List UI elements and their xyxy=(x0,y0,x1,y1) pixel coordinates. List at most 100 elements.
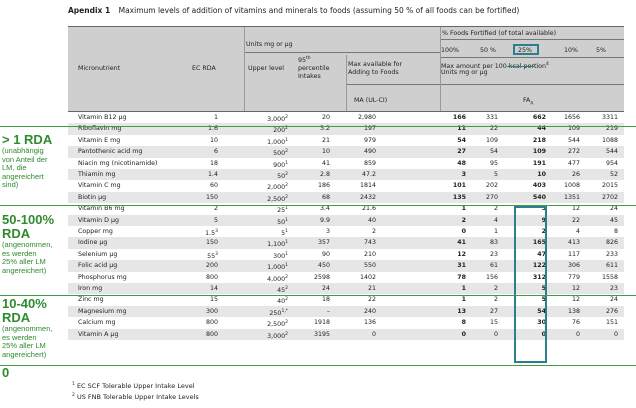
cell-rda: 60 xyxy=(209,182,218,190)
highlight-underline xyxy=(507,66,535,67)
cell-f50: 270 xyxy=(485,193,498,201)
cell-f10: 12 xyxy=(571,296,580,304)
cell-f5: 24 xyxy=(609,296,618,304)
cell-f10: 544 xyxy=(567,136,580,144)
table-row: Selenium µg 553 3001 90 210 12 23 47 117 233 xyxy=(68,249,624,260)
cell-ma: 979 xyxy=(363,136,376,144)
cell-f5: 1088 xyxy=(601,136,618,144)
cell-ma: 21 xyxy=(367,285,376,292)
appendix-label: Apendix 1 xyxy=(68,6,111,15)
cell-f50: 202 xyxy=(485,182,498,190)
cell-f50: 109 xyxy=(485,136,498,144)
cell-p95: 186 xyxy=(317,182,330,190)
cell-ul: 502 xyxy=(277,172,288,181)
cell-rda: 14 xyxy=(209,285,218,292)
cell-f100: 13 xyxy=(457,307,466,315)
divider-line-4 xyxy=(0,365,636,366)
cell-rda: 1.53 xyxy=(205,229,218,238)
cell-ul: 3001 xyxy=(273,251,288,260)
table-row: Magnesium mg 300 2501,* – 240 13 27 54 138 276 xyxy=(68,305,624,318)
header-pct-5: 5% xyxy=(596,47,606,54)
cell-ma: 1814 xyxy=(359,182,376,190)
table-row: Vitamin C mg 60 2,0002 186 1814 101 202 403 1008… xyxy=(68,180,624,191)
cell-f10: 76 xyxy=(571,319,580,327)
cell-f50: 61 xyxy=(489,262,498,270)
cell-rda: 150 xyxy=(205,239,218,247)
cell-f5: 276 xyxy=(605,307,618,315)
cell-rda: 1.6 xyxy=(207,125,218,133)
cell-f50: 22 xyxy=(489,125,498,133)
table-row: Copper mg 1.53 51 3 2 0 1 2 4 8 xyxy=(68,226,624,237)
cell-f10: 138 xyxy=(567,307,580,315)
cell-p95: 3.2 xyxy=(319,125,330,133)
cell-f50: 83 xyxy=(489,239,498,247)
cell-rda: 800 xyxy=(205,330,218,338)
cell-f10: 0 xyxy=(575,330,580,338)
cell-name: Iodine µg xyxy=(78,239,108,247)
divider-line-1 xyxy=(0,126,636,127)
cell-ul: 501 xyxy=(277,217,288,226)
cell-ma: 240 xyxy=(363,307,376,315)
cell-f10: 1008 xyxy=(563,182,580,190)
cell-rda: 15 xyxy=(209,296,218,304)
header-pct-25: 25% xyxy=(518,47,532,54)
cell-f10: 22 xyxy=(571,216,580,224)
cell-ma: 40 xyxy=(367,216,376,224)
cell-name: Vitamin A µg xyxy=(78,330,119,338)
table-row: Niacin mg (nicotinamide) 18 9001 41 859 48 95 1… xyxy=(68,158,624,169)
table-row: Zinc mg 15 402 18 22 1 2 5 12 24 xyxy=(68,294,624,305)
cell-f5: 954 xyxy=(605,159,618,167)
cell-rda: 5 xyxy=(213,216,218,224)
cell-p95: 10 xyxy=(321,148,330,156)
cell-f50: 23 xyxy=(489,250,498,258)
header-fa: FAA xyxy=(523,97,534,107)
cell-ul: 4,0002 xyxy=(267,274,288,283)
appendix-title: Apendix 1 Maximum levels of addition of … xyxy=(68,6,519,15)
cell-ul: 3,0002 xyxy=(267,331,288,340)
cell-name: Iron mg xyxy=(78,285,103,292)
cell-f50: 5 xyxy=(493,171,498,178)
cell-f25: 5 xyxy=(541,296,546,304)
cell-ma: 743 xyxy=(363,239,376,247)
cell-ma: 136 xyxy=(363,319,376,327)
cell-ul: 1,0001 xyxy=(267,137,288,146)
cell-f50: 2 xyxy=(493,285,498,292)
cell-ma: 2 xyxy=(371,228,376,235)
appendix-caption: Maximum levels of addition of vitamins a… xyxy=(118,6,520,15)
cell-f25: 10 xyxy=(537,171,546,178)
cell-p95: 1918 xyxy=(313,319,330,327)
cell-f25: 540 xyxy=(532,193,546,201)
cell-name: Vitamin B12 µg xyxy=(78,114,127,121)
cell-ul: 2,0002 xyxy=(267,183,288,192)
cell-rda: 6 xyxy=(213,148,218,156)
cell-f100: 8 xyxy=(461,319,466,327)
cell-f10: 12 xyxy=(571,285,580,292)
cell-ul: 3,0002 xyxy=(267,115,288,124)
cell-p95: 450 xyxy=(317,262,330,270)
cell-name: Copper mg xyxy=(78,228,113,235)
cell-ma: 47.2 xyxy=(361,171,376,178)
header-pct-10: 10% xyxy=(564,47,578,54)
cell-f5: 23 xyxy=(609,285,618,292)
side-label-above-rda: > 1 RDA (unabhängig von Anteil der LM, d… xyxy=(2,132,53,190)
table-row: Vitamin E mg 10 1,0001 21 979 54 109 218 544 1088 xyxy=(68,135,624,146)
cell-f25: 9 xyxy=(541,216,546,224)
cell-rda: 800 xyxy=(205,273,218,281)
cell-name: Selenium µg xyxy=(78,250,118,258)
cell-ul: 1,1001 xyxy=(267,240,288,249)
cell-f50: 2 xyxy=(493,205,498,213)
cell-f25: 191 xyxy=(532,159,546,167)
cell-f10: 117 xyxy=(567,250,580,258)
cell-f25: 122 xyxy=(532,262,546,270)
cell-f50: 27 xyxy=(489,307,498,315)
cell-f100: 101 xyxy=(452,182,466,190)
cell-ma: 210 xyxy=(363,250,376,258)
cell-f25: 312 xyxy=(532,273,546,281)
table-row: Biotin µg 150 2,5002 68 2432 135 270 540 1351 270… xyxy=(68,191,624,204)
cell-name: Pantothenic acid mg xyxy=(78,148,143,156)
cell-f5: 611 xyxy=(605,262,618,270)
cell-f100: 3 xyxy=(461,171,466,178)
cell-ul: 5002 xyxy=(273,149,288,158)
table-row: Vitamin B12 µg 1 3,0002 20 2,980 166 331 662 165… xyxy=(68,112,624,123)
cell-ul: 251 xyxy=(277,206,288,215)
